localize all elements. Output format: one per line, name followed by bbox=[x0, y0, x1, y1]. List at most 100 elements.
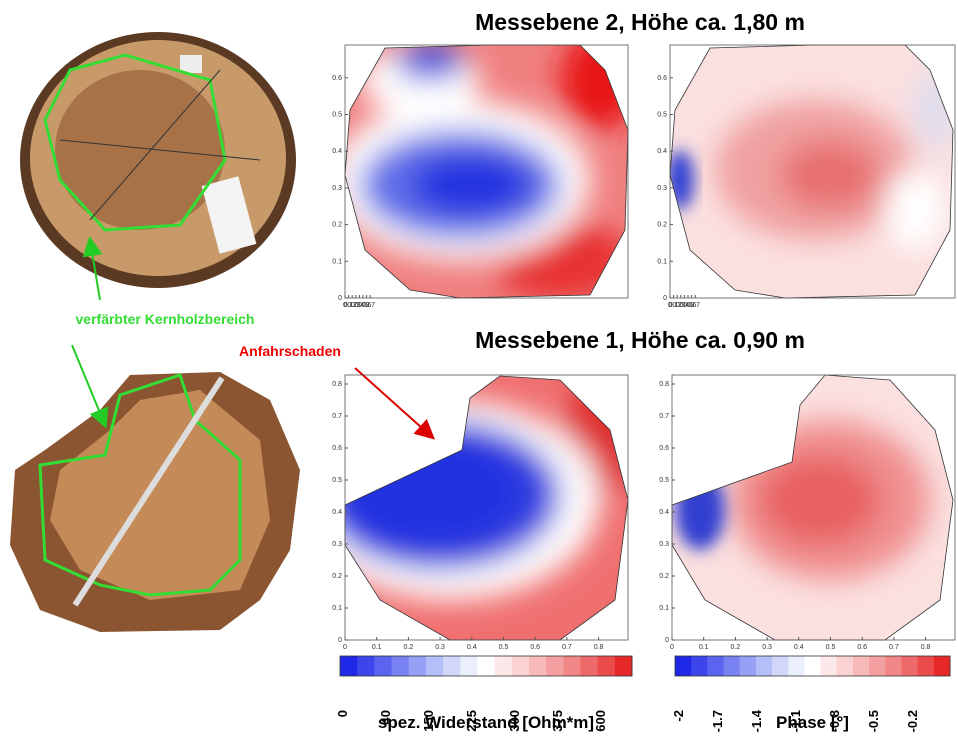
x-tick-label: 0.3 bbox=[762, 644, 772, 651]
y-tick-label: 0 bbox=[338, 637, 342, 644]
y-tick-label: 0.3 bbox=[659, 541, 669, 548]
colorbar-tick-label: 150 bbox=[421, 710, 436, 732]
colorbar-frame bbox=[674, 655, 951, 677]
x-tick-label: 0.8 bbox=[594, 644, 604, 651]
y-tick-label: 0.1 bbox=[332, 605, 342, 612]
x-tick-label: 0.6 bbox=[857, 644, 867, 651]
panel-title: Messebene 2, Höhe ca. 1,80 m bbox=[475, 9, 805, 35]
colorbar-swatch bbox=[836, 656, 854, 676]
colorbar-swatch bbox=[580, 656, 599, 676]
x-tick-label: 0.1 bbox=[699, 644, 709, 651]
colorbar-swatch bbox=[614, 656, 633, 676]
y-tick-label: 0.7 bbox=[659, 413, 669, 420]
colorbar-swatch bbox=[477, 656, 496, 676]
x-tick-label: 0 bbox=[668, 302, 672, 309]
y-tick-label: 0.2 bbox=[332, 573, 342, 580]
colorbar-swatch bbox=[546, 656, 564, 676]
colorbar-swatch bbox=[707, 656, 725, 676]
y-tick-label: 0.5 bbox=[332, 112, 342, 119]
y-tick-label: 0.5 bbox=[659, 477, 669, 484]
x-tick-label: 0.8 bbox=[921, 644, 931, 651]
x-tick-label: 0 bbox=[670, 644, 674, 651]
colorbar-label: spez. Widerstand [Ohm*m] bbox=[378, 713, 594, 732]
colorbar-swatch bbox=[511, 656, 530, 676]
y-tick-label: 0.8 bbox=[332, 381, 342, 388]
y-tick-label: 0.6 bbox=[332, 75, 342, 82]
x-tick-label: 0.5 bbox=[358, 302, 368, 309]
colorbar-tick-label: 300 bbox=[507, 710, 522, 732]
colorbar-swatch bbox=[391, 656, 410, 676]
x-tick-label: 0.4 bbox=[794, 644, 804, 651]
contour-map bbox=[345, 45, 628, 298]
colorbar-tick-label: -1.1 bbox=[788, 710, 803, 732]
x-tick-label: 0.3 bbox=[351, 302, 361, 309]
plot-frame bbox=[669, 44, 956, 299]
x-tick-label: 0 bbox=[343, 302, 347, 309]
arrow bbox=[71, 344, 109, 429]
y-tick-label: 0.1 bbox=[657, 258, 667, 265]
colorbar-swatch bbox=[691, 656, 708, 676]
colorbar-swatch bbox=[374, 656, 393, 676]
colorbar-tick-label: -2 bbox=[671, 710, 686, 722]
y-tick-label: 0.1 bbox=[659, 605, 669, 612]
y-tick-label: 0.2 bbox=[332, 222, 342, 229]
photo-bottom bbox=[10, 372, 300, 632]
colorbar-tick-label: -0.2 bbox=[905, 710, 920, 732]
contour-map bbox=[672, 375, 953, 640]
y-tick-label: 0 bbox=[665, 637, 669, 644]
x-tick-label: 0.5 bbox=[499, 644, 509, 651]
y-tick-label: 0.3 bbox=[332, 541, 342, 548]
colorbar-swatch bbox=[408, 656, 427, 676]
x-tick-label: 0.4 bbox=[680, 302, 690, 309]
colorbar-swatch bbox=[443, 656, 461, 676]
colorbar-tick-label: 375 bbox=[550, 710, 565, 732]
y-tick-label: 0.6 bbox=[332, 445, 342, 452]
colorbar-swatch bbox=[357, 656, 375, 676]
colorbar-tick-label: -1.7 bbox=[710, 710, 725, 732]
x-tick-label: 0.7 bbox=[562, 644, 572, 651]
annotation: Anfahrschaden bbox=[239, 343, 341, 359]
x-tick-label: 0.2 bbox=[731, 644, 741, 651]
x-tick-label: 0.6 bbox=[530, 644, 540, 651]
x-tick-label: 0.7 bbox=[889, 644, 899, 651]
y-tick-label: 0 bbox=[663, 295, 667, 302]
colorbar-swatch bbox=[675, 656, 692, 676]
colorbar-swatch bbox=[772, 656, 789, 676]
contour-map bbox=[345, 376, 628, 640]
colorbar-tick-label: 225 bbox=[464, 710, 479, 732]
colorbar-swatch bbox=[788, 656, 805, 676]
y-tick-label: 0.7 bbox=[332, 413, 342, 420]
plot-frame bbox=[344, 374, 629, 641]
x-tick-label: 0.2 bbox=[347, 302, 357, 309]
x-tick-label: 0.3 bbox=[435, 644, 445, 651]
x-tick-label: 0.4 bbox=[467, 644, 477, 651]
x-tick-label: 0.2 bbox=[404, 644, 414, 651]
x-tick-label: 0.5 bbox=[683, 302, 693, 309]
plot-frame bbox=[344, 44, 629, 299]
colorbar-swatch bbox=[901, 656, 919, 676]
x-tick-label: 0.7 bbox=[365, 302, 375, 309]
plot-frame bbox=[671, 374, 956, 641]
colorbar-swatch bbox=[460, 656, 478, 676]
annotation: verfärbter Kernholzbereich bbox=[76, 311, 255, 327]
colorbar-tick-label: -1.4 bbox=[749, 709, 764, 732]
colorbar-frame bbox=[339, 655, 633, 677]
colorbar-swatch bbox=[885, 656, 902, 676]
colorbar-swatch bbox=[804, 656, 822, 676]
colorbar-label: Phase [°] bbox=[776, 713, 849, 732]
y-tick-label: 0.5 bbox=[657, 112, 667, 119]
colorbar-tick-label: -0.8 bbox=[827, 710, 842, 732]
y-tick-label: 0.3 bbox=[332, 185, 342, 192]
x-tick-label: 0.4 bbox=[355, 302, 365, 309]
colorbar-swatch bbox=[340, 656, 358, 676]
colorbar-swatch bbox=[852, 656, 870, 676]
colorbar-swatch bbox=[723, 656, 741, 676]
x-tick-label: 0.2 bbox=[672, 302, 682, 309]
colorbar-tick-label: 0 bbox=[335, 710, 350, 717]
x-tick-label: 0.1 bbox=[372, 644, 382, 651]
x-tick-label: 0 bbox=[343, 644, 347, 651]
y-tick-label: 0.3 bbox=[657, 185, 667, 192]
colorbar-swatch bbox=[494, 656, 513, 676]
colorbar-swatch bbox=[739, 656, 757, 676]
